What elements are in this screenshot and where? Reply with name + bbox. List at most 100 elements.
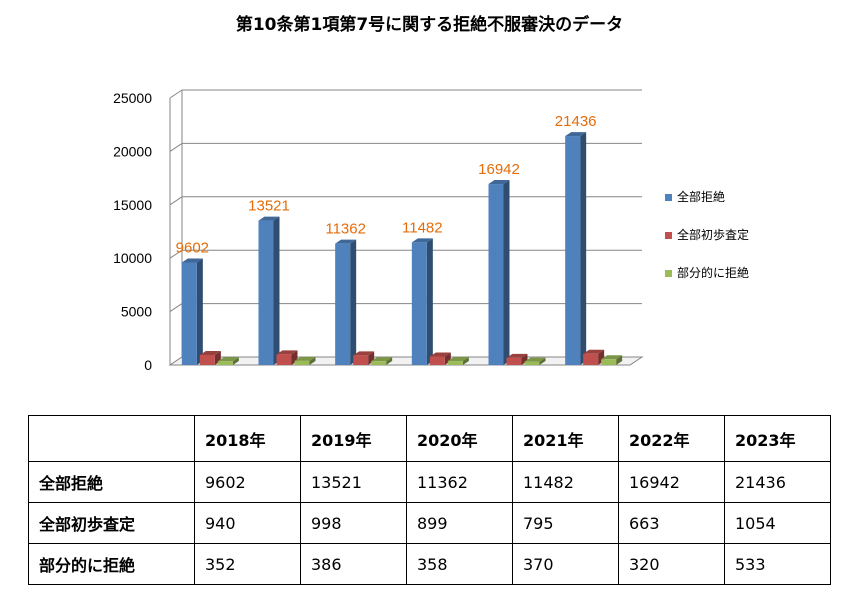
bar-top bbox=[524, 357, 546, 362]
legend-swatch bbox=[665, 270, 672, 277]
data-label: 11362 bbox=[325, 221, 366, 238]
bar bbox=[429, 356, 445, 365]
bar-top bbox=[565, 132, 587, 137]
bar bbox=[294, 360, 310, 365]
bar-top bbox=[371, 357, 393, 362]
data-label: 13521 bbox=[248, 198, 290, 215]
legend-swatch bbox=[665, 232, 672, 239]
table-row-label: 全部初歩査定 bbox=[28, 502, 195, 544]
table-row: 全部拒絶 9602 13521 11362 11482 16942 21436 bbox=[28, 461, 831, 503]
data-label: 16942 bbox=[478, 161, 520, 178]
table-row-label: 部分的に拒絶 bbox=[28, 543, 195, 585]
table-cell: 352 bbox=[194, 543, 301, 585]
bar-side bbox=[521, 353, 528, 365]
table-cell: 1054 bbox=[724, 502, 831, 544]
gridline-side bbox=[169, 142, 183, 152]
bar-top bbox=[181, 258, 203, 263]
bar-top bbox=[217, 357, 239, 362]
bar bbox=[181, 262, 197, 365]
table-cell: 9602 bbox=[194, 461, 301, 503]
y-tick-label: 0 bbox=[144, 357, 152, 373]
bar-top bbox=[294, 356, 316, 361]
table-header-cell: 2018年 bbox=[194, 415, 301, 462]
bar bbox=[276, 354, 292, 365]
bar-layer bbox=[181, 132, 623, 365]
table-cell: 358 bbox=[406, 543, 513, 585]
table-header-cell: 2023年 bbox=[724, 415, 831, 462]
bar-top bbox=[583, 349, 605, 354]
y-tick-label: 20000 bbox=[113, 143, 152, 159]
bar bbox=[335, 243, 351, 365]
table-header-cell: 2022年 bbox=[618, 415, 725, 462]
bar-side bbox=[309, 356, 316, 365]
legend-label: 全部拒絶 bbox=[677, 189, 725, 204]
table-cell: 21436 bbox=[724, 461, 831, 503]
data-table: 2018年 2019年 2020年 2021年 2022年 2023年 全部拒絶… bbox=[28, 415, 831, 585]
table-cell: 11482 bbox=[512, 461, 619, 503]
table-cell: 663 bbox=[618, 502, 725, 544]
bar-side bbox=[196, 258, 203, 365]
bar bbox=[258, 220, 274, 365]
gridline-side bbox=[169, 303, 183, 313]
bar bbox=[353, 355, 369, 365]
table-header-cell bbox=[28, 415, 195, 462]
bar bbox=[447, 361, 463, 365]
data-label: 9602 bbox=[176, 239, 209, 256]
gridline-side bbox=[169, 196, 183, 206]
bar bbox=[565, 136, 581, 365]
bar-side bbox=[350, 239, 357, 365]
table-row: 全部初歩査定 940 998 899 795 663 1054 bbox=[28, 502, 831, 544]
bar-top bbox=[276, 350, 298, 355]
table-row: 部分的に拒絶 352 386 358 370 320 533 bbox=[28, 543, 831, 585]
bar-side bbox=[462, 357, 469, 365]
bar bbox=[601, 359, 617, 365]
bar bbox=[506, 357, 522, 365]
table-header-cell: 2020年 bbox=[406, 415, 513, 462]
table-cell: 795 bbox=[512, 502, 619, 544]
table-header-row: 2018年 2019年 2020年 2021年 2022年 2023年 bbox=[28, 415, 831, 462]
legend-label: 全部初歩査定 bbox=[677, 227, 749, 242]
table-cell: 899 bbox=[406, 502, 513, 544]
table-cell: 16942 bbox=[618, 461, 725, 503]
bar bbox=[524, 361, 540, 365]
gridline-side bbox=[169, 89, 183, 99]
data-label: 21436 bbox=[555, 113, 597, 130]
table-cell: 13521 bbox=[300, 461, 407, 503]
data-label: 11482 bbox=[402, 219, 443, 236]
table-cell: 386 bbox=[300, 543, 407, 585]
bar bbox=[583, 353, 599, 365]
bar-top bbox=[488, 180, 510, 185]
bar-side bbox=[273, 216, 280, 365]
legend-label: 部分的に拒絶 bbox=[677, 265, 749, 280]
bar-top bbox=[335, 239, 357, 244]
bar-top bbox=[506, 353, 528, 358]
table-row-label: 全部拒絶 bbox=[28, 461, 195, 503]
bar bbox=[217, 361, 233, 365]
table-cell: 940 bbox=[194, 502, 301, 544]
y-tick-label: 10000 bbox=[113, 250, 152, 266]
bar bbox=[371, 361, 387, 365]
bar-top bbox=[411, 238, 433, 243]
chart-title: 第10条第1項第7号に関する拒絶不服審決のデータ bbox=[235, 15, 624, 35]
label-layer: 9602 13521 11362 11482 16942 21436 bbox=[176, 113, 597, 256]
gridline-side bbox=[169, 249, 183, 259]
y-tick-label: 15000 bbox=[113, 197, 152, 213]
bar-chart: 0 5000 10000 15000 20000 25000 9602 13521 11362… bbox=[113, 89, 749, 373]
table-cell: 320 bbox=[618, 543, 725, 585]
y-tick-label: 25000 bbox=[113, 90, 152, 106]
table-cell: 370 bbox=[512, 543, 619, 585]
table-cell: 998 bbox=[300, 502, 407, 544]
bar-side bbox=[616, 355, 623, 365]
bar bbox=[411, 242, 427, 365]
bar bbox=[199, 354, 215, 365]
table-cell: 533 bbox=[724, 543, 831, 585]
bar-side bbox=[386, 357, 393, 365]
bar-top bbox=[258, 216, 280, 221]
bar-side bbox=[580, 132, 587, 365]
bar-side bbox=[539, 357, 546, 365]
table-header-cell: 2019年 bbox=[300, 415, 407, 462]
bar-side bbox=[503, 180, 510, 365]
table-header-cell: 2021年 bbox=[512, 415, 619, 462]
legend-swatch bbox=[665, 194, 672, 201]
